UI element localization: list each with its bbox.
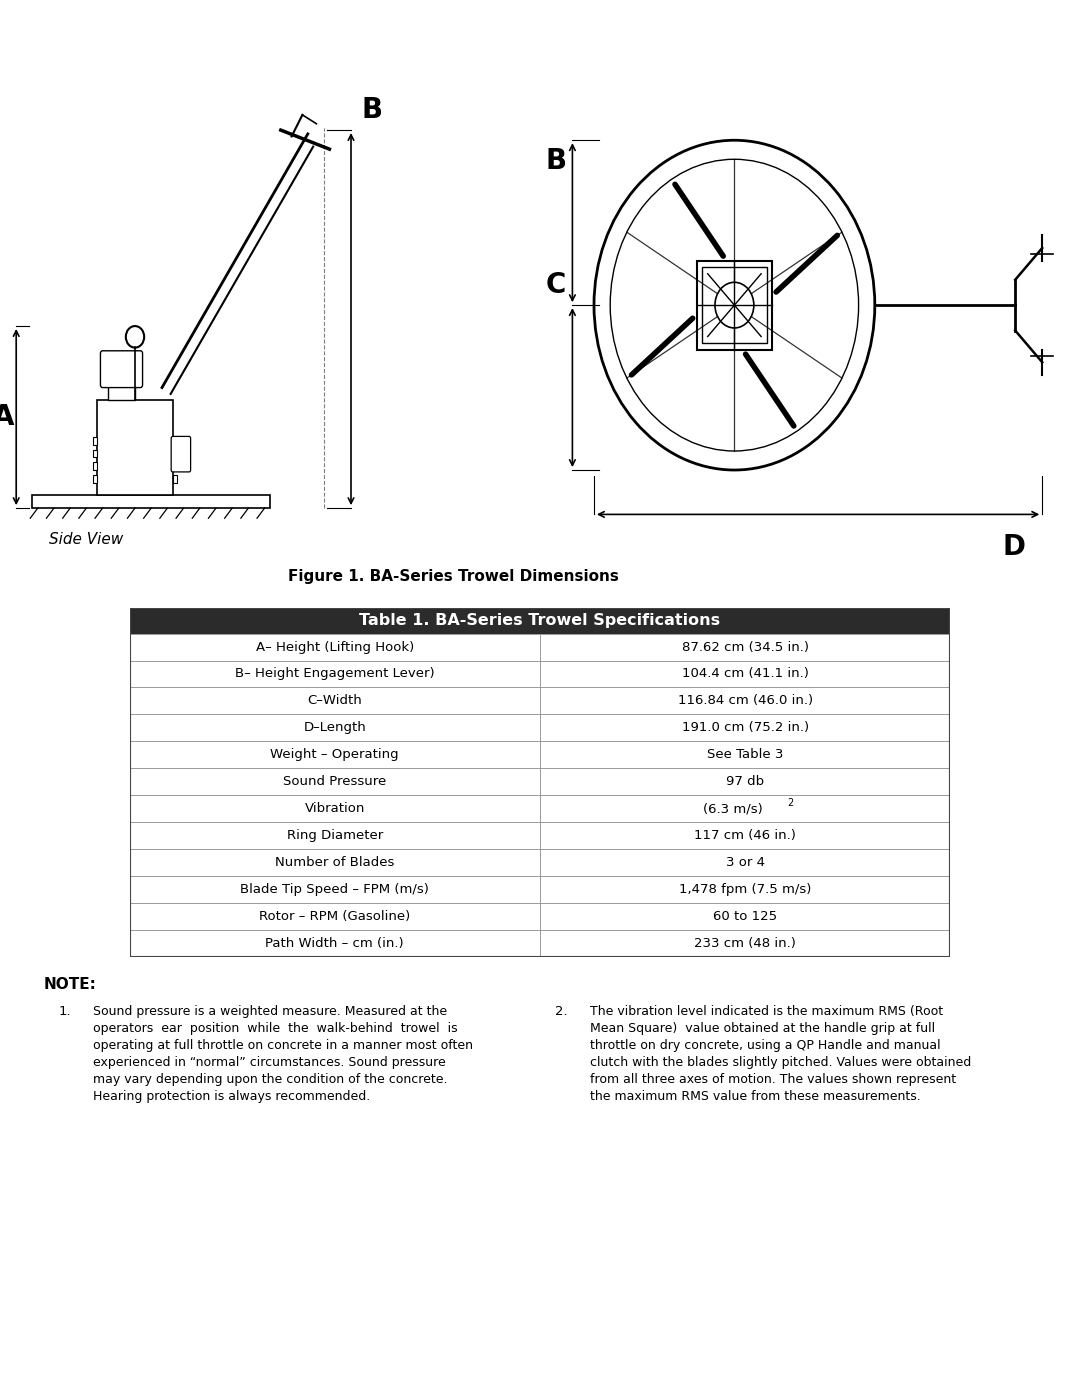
Bar: [130, 930, 950, 957]
Text: Table 1. BA-Series Trowel Specifications: Table 1. BA-Series Trowel Specifications: [360, 613, 720, 629]
Text: Path Width – cm (in.): Path Width – cm (in.): [266, 937, 404, 950]
Text: 97 db: 97 db: [726, 775, 765, 788]
Text: Side View: Side View: [50, 532, 123, 548]
Text: 87.62 cm (34.5 in.): 87.62 cm (34.5 in.): [681, 641, 809, 654]
Text: 2: 2: [787, 799, 794, 809]
Bar: [97, 401, 173, 496]
Bar: [130, 634, 950, 661]
Text: D: D: [1003, 534, 1026, 562]
Text: 1.: 1.: [58, 1006, 70, 1018]
Bar: [697, 261, 772, 349]
Text: NOTE:: NOTE:: [43, 977, 96, 992]
Bar: [173, 450, 177, 457]
FancyBboxPatch shape: [171, 436, 191, 472]
Text: B: B: [545, 147, 567, 175]
Text: C: C: [546, 271, 566, 299]
Bar: [93, 437, 97, 444]
Text: Figure 1. BA-Series Trowel Dimensions: Figure 1. BA-Series Trowel Dimensions: [288, 570, 619, 584]
Text: PAGE 6 — BA-SERIES  WALK-BEHIND TROWEL— OPERATION & PARTS MANUAL  — REV. #2 (03/: PAGE 6 — BA-SERIES WALK-BEHIND TROWEL— O…: [151, 1356, 929, 1370]
Bar: [130, 768, 950, 795]
Text: C–Width: C–Width: [308, 694, 362, 707]
Text: (6.3 m/s): (6.3 m/s): [703, 802, 762, 816]
Bar: [173, 462, 177, 469]
Bar: [130, 902, 950, 930]
Bar: [32, 496, 270, 509]
Text: D–Length: D–Length: [303, 721, 366, 735]
Text: B– Height Engagement Lever): B– Height Engagement Lever): [235, 668, 434, 680]
Bar: [93, 475, 97, 483]
Bar: [130, 661, 950, 687]
Bar: [130, 849, 950, 876]
Text: Sound Pressure: Sound Pressure: [283, 775, 387, 788]
Text: BA-SERIES TROWEL— DIMENSIONS: BA-SERIES TROWEL— DIMENSIONS: [507, 20, 1048, 47]
Text: Sound pressure is a weighted measure. Measured at the
operators  ear  position  : Sound pressure is a weighted measure. Me…: [93, 1006, 473, 1104]
Bar: [130, 608, 950, 634]
Text: 233 cm (48 in.): 233 cm (48 in.): [694, 937, 796, 950]
Text: See Table 3: See Table 3: [707, 749, 783, 761]
Text: 1,478 fpm (7.5 m/s): 1,478 fpm (7.5 m/s): [679, 883, 811, 895]
Bar: [130, 795, 950, 823]
Bar: [173, 475, 177, 483]
Text: 60 to 125: 60 to 125: [713, 909, 778, 923]
Bar: [173, 437, 177, 444]
Text: Number of Blades: Number of Blades: [275, 856, 394, 869]
Text: 2.: 2.: [555, 1006, 567, 1018]
Bar: [93, 450, 97, 457]
Bar: [130, 742, 950, 768]
Text: 116.84 cm (46.0 in.): 116.84 cm (46.0 in.): [677, 694, 813, 707]
Text: B: B: [362, 96, 383, 124]
Text: A: A: [0, 404, 14, 432]
Text: Weight – Operating: Weight – Operating: [270, 749, 400, 761]
Text: A– Height (Lifting Hook): A– Height (Lifting Hook): [256, 641, 414, 654]
FancyBboxPatch shape: [100, 351, 143, 387]
Text: 117 cm (46 in.): 117 cm (46 in.): [694, 830, 796, 842]
Bar: [702, 267, 767, 344]
Text: 191.0 cm (75.2 in.): 191.0 cm (75.2 in.): [681, 721, 809, 735]
Text: The vibration level indicated is the maximum RMS (Root
Mean Square)  value obtai: The vibration level indicated is the max…: [590, 1006, 971, 1104]
Text: 3 or 4: 3 or 4: [726, 856, 765, 869]
Text: Blade Tip Speed – FPM (m/s): Blade Tip Speed – FPM (m/s): [241, 883, 429, 895]
Text: Ring Diameter: Ring Diameter: [286, 830, 383, 842]
Text: Vibration: Vibration: [305, 802, 365, 816]
Bar: [108, 377, 135, 401]
Bar: [130, 714, 950, 742]
Text: 104.4 cm (41.1 in.): 104.4 cm (41.1 in.): [681, 668, 809, 680]
Bar: [130, 876, 950, 902]
Bar: [93, 462, 97, 469]
Bar: [130, 823, 950, 849]
Text: Rotor – RPM (Gasoline): Rotor – RPM (Gasoline): [259, 909, 410, 923]
Bar: [130, 687, 950, 714]
